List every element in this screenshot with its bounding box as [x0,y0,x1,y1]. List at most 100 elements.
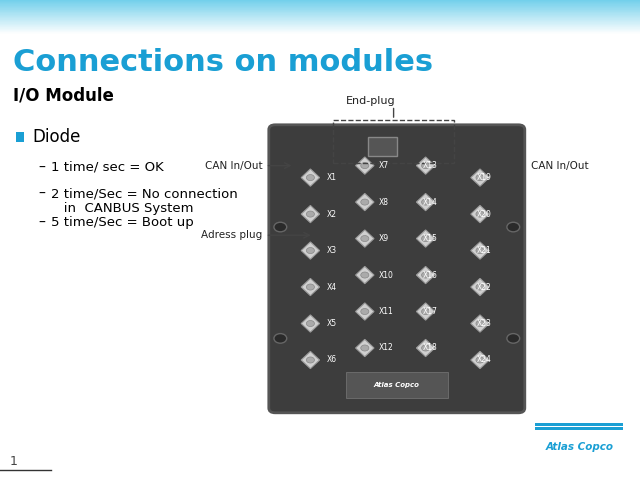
Text: X12: X12 [379,344,394,352]
Text: X19: X19 [477,173,492,182]
Text: X18: X18 [422,344,437,352]
Polygon shape [301,278,319,296]
Text: X22: X22 [477,283,492,291]
Circle shape [422,199,429,205]
Polygon shape [417,193,435,211]
Bar [0,6,640,7]
Text: X9: X9 [379,234,389,243]
Bar [0,20,640,21]
Circle shape [422,345,429,351]
Bar [0,19,640,20]
Polygon shape [471,242,489,259]
Polygon shape [301,169,319,186]
Bar [333,120,454,163]
Circle shape [422,163,429,168]
Polygon shape [417,157,435,174]
FancyBboxPatch shape [269,125,525,413]
Bar [535,423,623,426]
Text: X24: X24 [477,356,492,364]
Circle shape [422,272,429,278]
Text: 2 time/Sec = No connection
   in  CANBUS System: 2 time/Sec = No connection in CANBUS Sys… [51,187,238,215]
Bar [0,29,640,30]
Circle shape [307,321,314,326]
Text: X16: X16 [422,271,437,279]
Text: X8: X8 [379,198,389,206]
Circle shape [476,175,484,180]
Polygon shape [417,339,435,357]
Circle shape [476,321,484,326]
Bar [0,33,640,34]
Circle shape [307,248,314,253]
Text: X17: X17 [422,307,437,316]
Polygon shape [301,351,319,369]
Circle shape [361,345,369,351]
Text: –: – [38,161,45,175]
Bar [0,4,640,5]
Bar [0,0,640,1]
Bar [0,15,640,16]
Polygon shape [356,157,374,174]
Text: X6: X6 [326,356,337,364]
Bar [0,27,640,28]
Circle shape [274,222,287,232]
Polygon shape [417,266,435,284]
Bar [0,28,640,29]
Bar [346,372,448,398]
Polygon shape [301,315,319,332]
Polygon shape [356,303,374,320]
Circle shape [307,357,314,363]
Bar [0,23,640,24]
Text: CAN In/Out: CAN In/Out [531,161,589,170]
Bar [16,132,24,142]
Bar [535,427,623,430]
Polygon shape [471,278,489,296]
Circle shape [361,309,369,314]
Text: X5: X5 [326,319,337,328]
Bar [0,18,640,19]
Text: X2: X2 [326,210,337,218]
Bar [0,2,640,3]
Bar [0,25,640,26]
Polygon shape [356,230,374,247]
Polygon shape [356,339,374,357]
Circle shape [476,211,484,217]
Text: End-plug: End-plug [346,96,396,106]
Bar [0,32,640,33]
Bar [0,14,640,15]
Text: Diode: Diode [32,128,81,146]
Bar [0,31,640,32]
Circle shape [307,175,314,180]
Bar [0,21,640,22]
Bar [0,22,640,23]
Text: X4: X4 [326,283,337,291]
Circle shape [361,272,369,278]
Circle shape [476,248,484,253]
Polygon shape [471,351,489,369]
Bar [0,7,640,8]
Polygon shape [471,315,489,332]
Bar [0,17,640,18]
Text: X1: X1 [326,173,337,182]
Bar [0,12,640,13]
Polygon shape [356,193,374,211]
Bar [0,13,640,14]
Text: X20: X20 [477,210,492,218]
Bar [368,137,397,156]
Text: X11: X11 [379,307,394,316]
Text: –: – [38,216,45,230]
Text: Atlas Copco: Atlas Copco [374,383,420,388]
Polygon shape [356,266,374,284]
Text: X15: X15 [422,234,437,243]
Bar [0,24,640,25]
Circle shape [476,284,484,290]
Circle shape [307,211,314,217]
Text: X13: X13 [422,161,437,170]
Text: X3: X3 [326,246,337,255]
Text: Adress plug: Adress plug [201,230,262,240]
Text: X21: X21 [477,246,492,255]
Text: X10: X10 [379,271,394,279]
Bar [0,1,640,2]
Polygon shape [301,242,319,259]
Bar [0,10,640,11]
Circle shape [274,334,287,343]
